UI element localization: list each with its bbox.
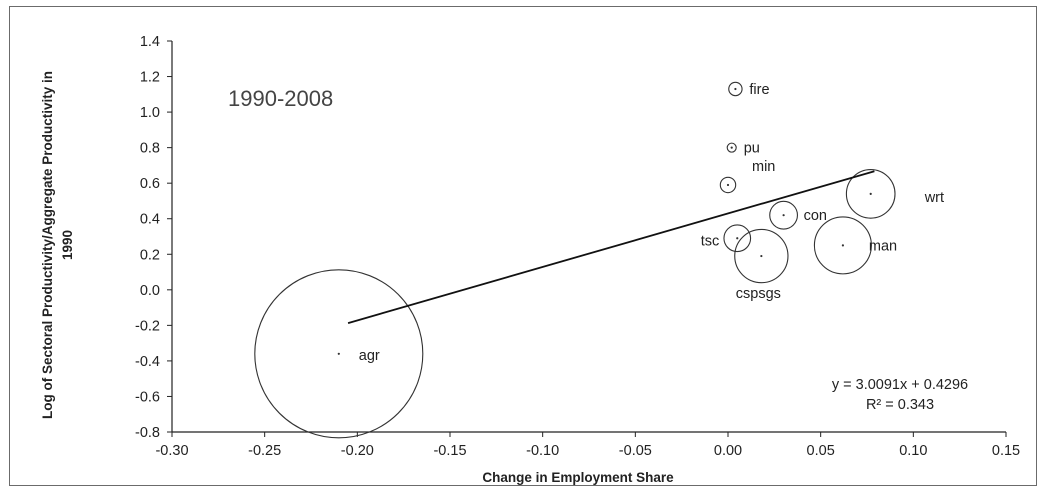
trendline-equation: y = 3.0091x + 0.4296 (832, 377, 968, 393)
x-tick-label: -0.20 (341, 443, 374, 459)
y-tick-label: -0.6 (135, 389, 160, 405)
y-tick-label: -0.8 (135, 425, 160, 441)
bubble-agr (254, 269, 424, 439)
bubble-label-min: min (752, 159, 775, 175)
y-tick-label: 0.0 (140, 283, 160, 299)
bubble-con (769, 200, 799, 230)
y-tick-label: 0.2 (140, 247, 160, 263)
x-axis-title: Change in Employment Share (482, 470, 674, 485)
bubble-center-fire (734, 87, 737, 91)
bubble-label-agr: agr (359, 348, 380, 364)
trendline (347, 170, 875, 324)
x-tick-label: -0.05 (619, 443, 652, 459)
y-axis-title-line1: Log of Sectoral Productivity/Aggregate P… (40, 71, 55, 419)
bubble-label-pu: pu (744, 141, 760, 157)
x-tick-label: -0.25 (248, 443, 281, 459)
y-axis-title-line2: 1990 (60, 230, 75, 260)
period-annotation: 1990-2008 (228, 86, 333, 111)
x-tick-label: -0.15 (433, 443, 466, 459)
bubble-center-agr (337, 352, 340, 355)
y-tick-label: 0.4 (140, 212, 160, 228)
bubble-label-tsc: tsc (701, 233, 720, 249)
bubble-center-con (782, 214, 785, 217)
bubble-label-con: con (804, 208, 827, 224)
bubble-tsc (723, 224, 752, 253)
y-tick-label: -0.2 (135, 318, 160, 334)
bubble-center-pu (730, 146, 733, 149)
x-tick-label: 0.05 (807, 443, 835, 459)
bubble-label-man: man (869, 238, 897, 254)
bubbles (254, 81, 896, 439)
bubble-labels: agr fire pu min wrt con tsc man cspsgs (359, 82, 944, 364)
y-tick-labels: 1.4 1.2 1.0 0.8 0.6 0.4 0.2 0.0 -0.2 -0.4 -0.6 -0.8 (135, 34, 160, 441)
x-tick-label: -0.10 (526, 443, 559, 459)
y-tick-label: 1.4 (140, 34, 160, 50)
y-tick-label: 0.8 (140, 141, 160, 157)
x-tick-label: 0.00 (714, 443, 742, 459)
x-tick-labels: -0.30 -0.25 -0.20 -0.15 -0.10 -0.05 0.00 0.05 0.… (155, 443, 1020, 459)
trendline-r-squared: R² = 0.343 (866, 397, 934, 413)
bubble-center-cspsgs (760, 254, 763, 258)
bubble-wrt (845, 168, 896, 219)
bubble-pu (726, 142, 737, 153)
bubble-cspsgs (734, 228, 789, 284)
bubble-label-fire: fire (749, 82, 769, 98)
bubble-min (719, 176, 737, 194)
y-tick-label: 0.6 (140, 176, 160, 192)
y-tick-label: -0.4 (135, 354, 160, 370)
x-tick-label: 0.15 (992, 443, 1020, 459)
bubble-label-wrt: wrt (924, 190, 944, 206)
axes (167, 40, 1007, 437)
x-tick-label: 0.10 (899, 443, 927, 459)
bubble-center-min (726, 183, 730, 187)
bubble-center-wrt (869, 192, 872, 195)
y-tick-label: 1.0 (140, 105, 160, 121)
bubble-man (813, 216, 872, 275)
bubble-center-tsc (736, 237, 739, 240)
bubble-fire (728, 81, 743, 97)
y-tick-label: 1.2 (140, 70, 160, 86)
x-tick-label: -0.30 (155, 443, 188, 459)
chart-frame (9, 6, 1037, 486)
bubble-label-cspsgs: cspsgs (736, 286, 781, 302)
y-axis-title: Log of Sectoral Productivity/Aggregate P… (40, 71, 75, 419)
bubble-center-man (841, 244, 845, 247)
